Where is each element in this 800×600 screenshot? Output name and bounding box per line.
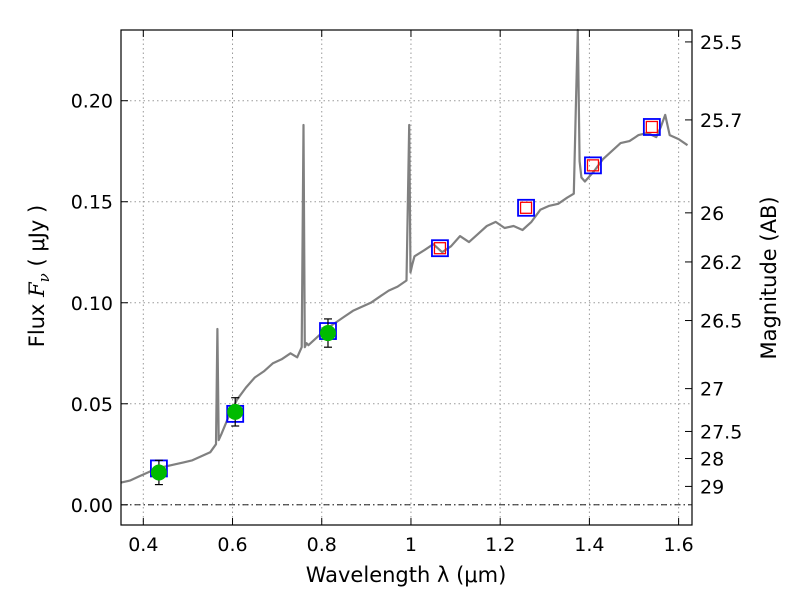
- x-tick-label-0: 0.4: [128, 534, 158, 556]
- magnitude-tick-label-7: 28: [700, 449, 724, 471]
- magnitude-axis-ticks: 25.5 25.7 26 26.2 26.5 27 27.5 28 29: [685, 32, 742, 498]
- y-axis-label-prefix: Flux: [25, 297, 49, 347]
- y-tick-label-2: 0.10: [71, 293, 113, 315]
- model-spectrum-line: [120, 28, 689, 484]
- x-tick-label-1: 0.6: [217, 534, 247, 556]
- model-box-inner-2: [586, 159, 600, 172]
- y-tick-label-1: 0.05: [71, 394, 113, 416]
- model-box-inner-0: [433, 242, 447, 255]
- plot-frame: [120, 29, 693, 526]
- magnitude-tick-label-4: 26.5: [700, 311, 742, 333]
- photometry-points: [150, 118, 661, 486]
- model-box-inner-3: [645, 120, 659, 134]
- magnitude-tick-label-6: 27.5: [700, 421, 742, 443]
- x-tick-label-6: 1.6: [664, 534, 694, 556]
- x-tick-label-2: 0.8: [307, 534, 337, 556]
- magnitude-tick-label-0: 25.5: [700, 32, 742, 54]
- y-tick-label-4: 0.20: [71, 91, 113, 113]
- x-tick-label-3: 1: [405, 534, 417, 556]
- magnitude-tick-label-5: 27: [700, 379, 724, 401]
- magnitude-tick-label-1: 25.7: [700, 110, 742, 132]
- y-axis-label-subscript: ν: [35, 273, 53, 282]
- detection-point-2: [319, 325, 336, 342]
- x-axis-label: Wavelength λ (μm): [306, 563, 507, 587]
- magnitude-tick-label-8: 29: [700, 476, 724, 498]
- y-tick-label-0: 0.00: [71, 495, 113, 517]
- model-box-outer-2: [584, 156, 602, 175]
- y-axis-ticks: 0.00 0.05 0.10 0.15 0.20: [71, 91, 128, 517]
- y-axis-label-suffix: ( μJy ): [25, 205, 49, 273]
- model-spectrum: [120, 28, 689, 484]
- detection-point-1: [227, 403, 244, 420]
- x-tick-label-5: 1.4: [574, 534, 604, 556]
- magnitude-tick-label-3: 26.2: [700, 252, 742, 274]
- x-tick-label-4: 1.2: [485, 534, 515, 556]
- x-axis-ticks: 0.4 0.6 0.8 1 1.2 1.4 1.6: [128, 30, 694, 556]
- model-box-outer-3: [642, 118, 661, 136]
- magnitude-axis-label: Magnitude (AB): [757, 196, 781, 359]
- detection-point-0: [150, 464, 167, 481]
- model-box-outer-0: [431, 239, 449, 258]
- model-box-inner-1: [519, 201, 533, 214]
- y-axis-label-symbol: F: [25, 281, 49, 298]
- magnitude-tick-label-2: 26: [700, 203, 724, 225]
- y-axis-label: Flux Fν ( μJy ): [25, 205, 53, 347]
- model-box-outer-1: [517, 198, 535, 217]
- y-tick-label-3: 0.15: [71, 192, 113, 214]
